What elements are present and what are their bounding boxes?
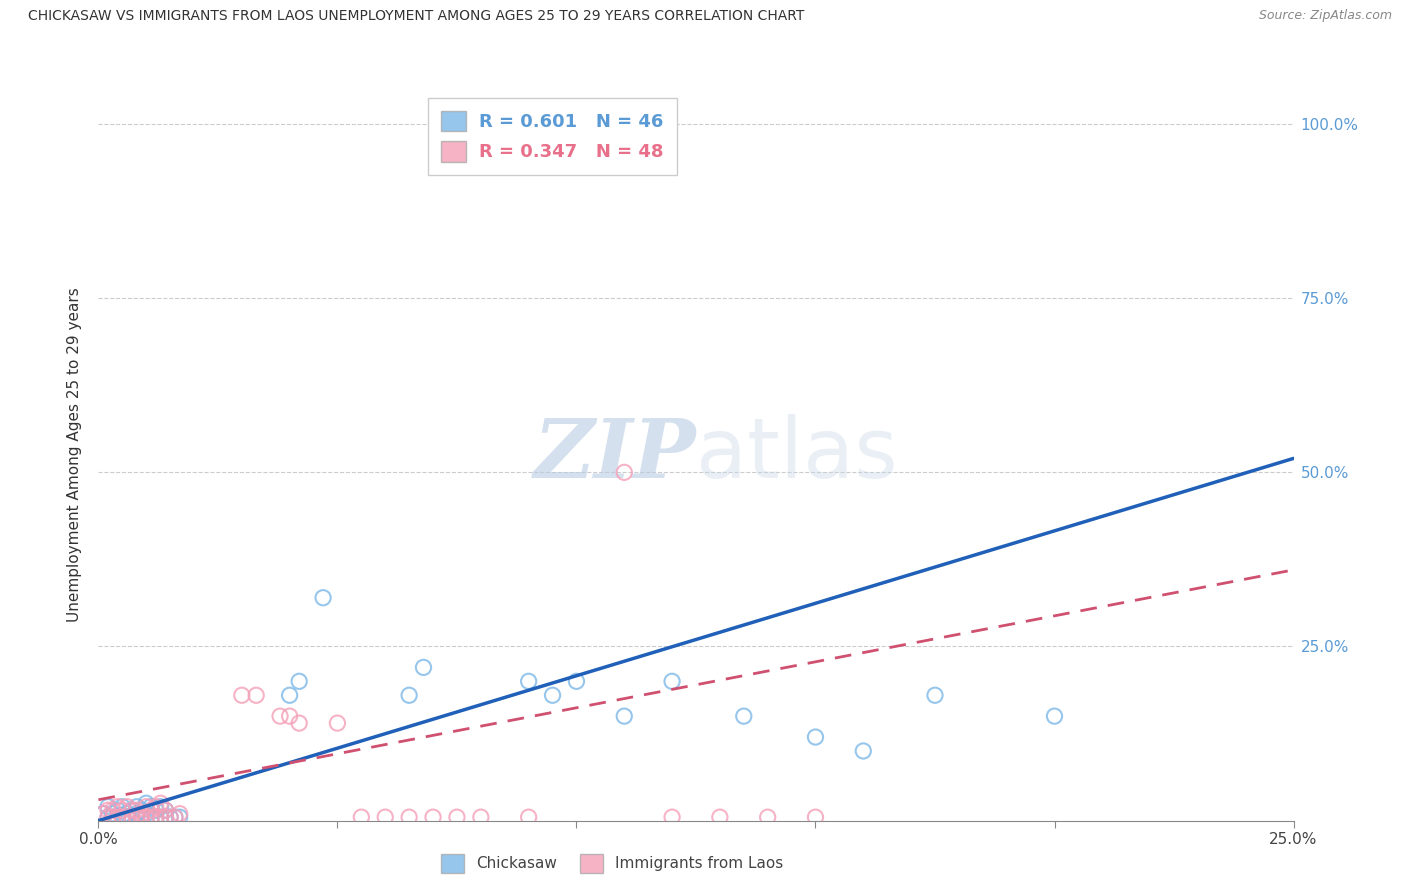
Point <box>565 674 588 689</box>
Point <box>804 730 827 744</box>
Point <box>91 806 114 821</box>
Point <box>661 810 683 824</box>
Text: ZIP: ZIP <box>533 415 696 495</box>
Point <box>613 709 636 723</box>
Point <box>350 810 373 824</box>
Point <box>169 810 191 824</box>
Point <box>131 806 153 821</box>
Point <box>107 810 129 824</box>
Point <box>139 810 162 824</box>
Point <box>470 810 492 824</box>
Point <box>115 806 138 821</box>
Point <box>155 810 177 824</box>
Legend: Chickasaw, Immigrants from Laos: Chickasaw, Immigrants from Laos <box>434 848 790 879</box>
Point <box>145 799 167 814</box>
Point <box>149 796 172 810</box>
Point <box>145 810 167 824</box>
Point <box>125 810 148 824</box>
Text: Source: ZipAtlas.com: Source: ZipAtlas.com <box>1258 9 1392 22</box>
Point <box>278 709 301 723</box>
Point <box>446 810 468 824</box>
Point <box>97 799 120 814</box>
Point <box>398 688 420 702</box>
Point <box>111 799 134 814</box>
Point <box>412 660 434 674</box>
Point <box>245 688 267 702</box>
Point <box>852 744 875 758</box>
Point <box>121 803 143 817</box>
Point <box>111 810 134 824</box>
Point <box>125 806 148 821</box>
Point <box>135 796 157 810</box>
Point <box>163 810 186 824</box>
Point <box>111 803 134 817</box>
Point <box>115 810 138 824</box>
Point <box>288 674 311 689</box>
Point <box>709 810 731 824</box>
Point <box>121 810 143 824</box>
Point <box>1043 709 1066 723</box>
Point <box>374 810 396 824</box>
Point <box>97 803 120 817</box>
Point <box>91 806 114 821</box>
Point <box>111 808 134 822</box>
Point <box>756 810 779 824</box>
Point <box>149 810 172 824</box>
Point <box>125 803 148 817</box>
Point <box>125 799 148 814</box>
Point <box>115 810 138 824</box>
Point <box>97 810 120 824</box>
Point <box>398 810 420 824</box>
Point <box>269 709 291 723</box>
Point <box>163 810 186 824</box>
Text: atlas: atlas <box>696 415 897 495</box>
Point <box>131 810 153 824</box>
Point <box>139 810 162 824</box>
Point <box>115 799 138 814</box>
Point <box>139 803 162 817</box>
Point <box>924 688 946 702</box>
Point <box>121 810 143 824</box>
Point <box>121 803 143 817</box>
Point <box>131 803 153 817</box>
Point <box>135 799 157 814</box>
Point <box>101 810 124 824</box>
Point <box>155 810 177 824</box>
Point <box>517 674 540 689</box>
Point <box>155 803 177 817</box>
Point <box>107 803 129 817</box>
Point <box>169 806 191 821</box>
Point <box>613 466 636 480</box>
Point <box>422 810 444 824</box>
Point <box>107 799 129 814</box>
Point <box>159 810 181 824</box>
Y-axis label: Unemployment Among Ages 25 to 29 years: Unemployment Among Ages 25 to 29 years <box>67 287 83 623</box>
Point <box>101 803 124 817</box>
Point <box>288 716 311 731</box>
Point <box>326 716 349 731</box>
Point <box>97 810 120 824</box>
Point <box>155 803 177 817</box>
Point <box>139 799 162 814</box>
Point <box>145 803 167 817</box>
Point <box>131 810 153 824</box>
Point <box>149 810 172 824</box>
Point <box>231 688 253 702</box>
Point <box>541 688 564 702</box>
Point <box>101 810 124 824</box>
Point <box>135 806 157 821</box>
Point <box>159 810 181 824</box>
Point <box>733 709 755 723</box>
Point <box>661 674 683 689</box>
Point <box>101 806 124 821</box>
Point <box>804 810 827 824</box>
Point <box>517 810 540 824</box>
Point <box>312 591 335 605</box>
Point <box>149 799 172 814</box>
Text: CHICKASAW VS IMMIGRANTS FROM LAOS UNEMPLOYMENT AMONG AGES 25 TO 29 YEARS CORRELA: CHICKASAW VS IMMIGRANTS FROM LAOS UNEMPL… <box>28 9 804 23</box>
Point <box>135 810 157 824</box>
Point <box>145 810 167 824</box>
Point <box>107 810 129 824</box>
Point <box>278 688 301 702</box>
